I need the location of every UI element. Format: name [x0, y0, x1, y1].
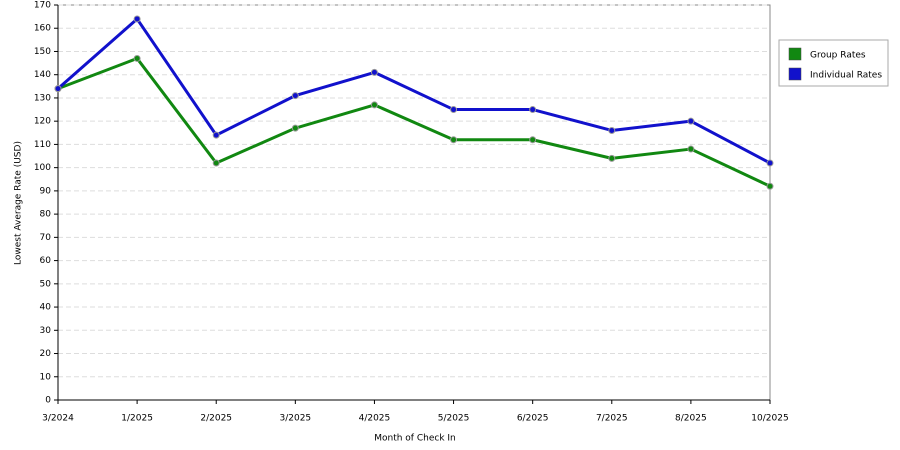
y-tick-label: 20 [40, 349, 52, 359]
y-tick-label: 170 [34, 1, 51, 11]
data-point [529, 136, 537, 144]
data-point [687, 117, 695, 125]
legend-label: Individual Rates [810, 71, 882, 81]
legend-label: Group Rates [810, 51, 866, 61]
data-point [370, 101, 378, 109]
y-tick-label: 100 [34, 163, 51, 173]
x-tick-label: 3/2024 [42, 414, 74, 424]
data-point [291, 124, 299, 132]
y-tick-label: 160 [34, 24, 51, 34]
y-tick-label: 60 [40, 256, 52, 266]
data-point [529, 106, 537, 114]
y-axis-label: Lowest Average Rate (USD) [14, 141, 24, 265]
y-tick-label: 110 [34, 140, 51, 150]
y-tick-label: 90 [40, 186, 52, 196]
y-tick-label: 150 [34, 47, 51, 57]
y-tick-label: 50 [40, 279, 52, 289]
legend-swatch [788, 47, 802, 61]
x-tick-label: 3/2025 [279, 414, 311, 424]
x-tick-label: 6/2025 [517, 414, 549, 424]
data-point [608, 154, 616, 162]
data-point [212, 159, 220, 167]
x-tick-label: 7/2025 [596, 414, 628, 424]
data-point [766, 182, 774, 190]
data-point [133, 15, 141, 23]
data-point [291, 92, 299, 100]
legend-swatch [788, 67, 802, 81]
data-point [766, 159, 774, 167]
x-tick-label: 10/2025 [751, 414, 788, 424]
data-point [450, 136, 458, 144]
series-line [57, 56, 771, 188]
x-tick-label: 4/2025 [359, 414, 391, 424]
data-point [608, 126, 616, 134]
y-tick-label: 120 [34, 117, 51, 127]
data-point [133, 54, 141, 62]
data-point [450, 106, 458, 114]
plot-area [57, 4, 771, 401]
data-point [54, 85, 62, 93]
x-tick-label: 8/2025 [675, 414, 707, 424]
x-tick-label: 5/2025 [438, 414, 470, 424]
y-tick-label: 0 [45, 396, 51, 406]
y-tick-label: 140 [34, 70, 51, 80]
x-axis-label: Month of Check In [374, 434, 456, 444]
y-tick-label: 80 [40, 210, 52, 220]
series-line [57, 17, 771, 165]
y-tick-label: 10 [40, 372, 52, 382]
data-point [212, 131, 220, 139]
x-tick-label: 2/2025 [200, 414, 232, 424]
y-tick-label: 70 [40, 233, 52, 243]
data-point [370, 68, 378, 76]
y-tick-label: 40 [40, 303, 52, 313]
y-tick-label: 130 [34, 93, 51, 103]
y-tick-label: 30 [40, 326, 52, 336]
x-tick-label: 1/2025 [121, 414, 153, 424]
legend: Group Rates Individual Rates [778, 39, 889, 87]
data-point [687, 145, 695, 153]
